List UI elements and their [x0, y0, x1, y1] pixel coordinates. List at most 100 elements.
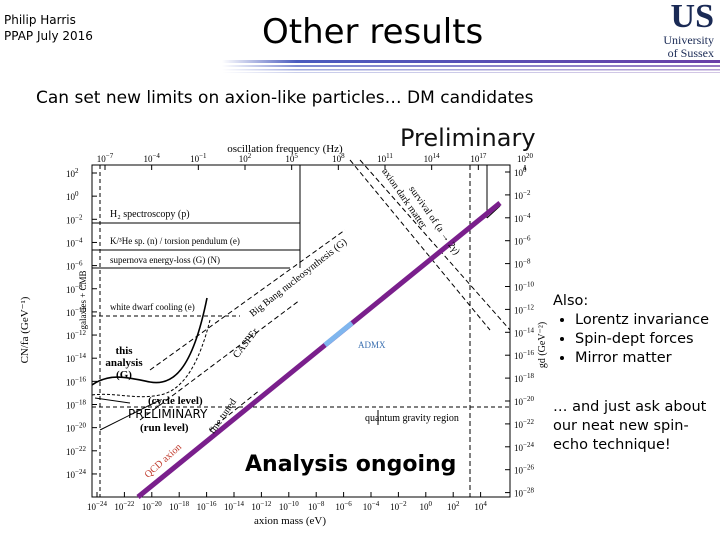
tick-exponent: −4 [523, 212, 531, 220]
watermark: Preliminary [400, 124, 536, 152]
tick-label: 10−8 [514, 258, 531, 270]
tick-label: 10−6 [514, 235, 531, 247]
header-rule [222, 65, 720, 67]
tick-label: 10−18 [66, 399, 86, 411]
tick-base: 10 [66, 401, 76, 411]
tick-exponent: −12 [523, 303, 534, 311]
tick-label: 10−18 [514, 372, 534, 384]
tick-label: 1014 [424, 152, 441, 164]
tick-label: 1017 [470, 152, 487, 164]
logo-name: of Sussex [667, 46, 714, 60]
logo-mark: US [670, 0, 714, 35]
tick-label: 104 [474, 500, 487, 512]
tick-base: 10 [66, 285, 76, 295]
tick-exponent: 4 [483, 500, 487, 508]
region-label: supernova energy-loss (G) (N) [110, 255, 220, 265]
tick-label: 105 [285, 152, 298, 164]
tick-label: 10−1 [190, 152, 207, 164]
tick-base: 10 [514, 489, 524, 499]
tick-label: 10−20 [66, 422, 86, 434]
tick-label: 100 [66, 190, 79, 202]
tick-label: 10−22 [114, 500, 134, 512]
tick-exponent: −22 [75, 445, 86, 453]
tick-base: 10 [474, 502, 484, 512]
tick-label: 10−4 [143, 152, 160, 164]
tick-base: 10 [66, 169, 76, 179]
tick-base: 10 [514, 466, 524, 476]
tick-base: 10 [239, 154, 249, 164]
tick-label: 10−4 [66, 236, 83, 248]
tick-base: 10 [66, 308, 76, 318]
tick-base: 10 [87, 502, 97, 512]
tick-exponent: −14 [75, 352, 86, 360]
tick-label: 100 [420, 500, 433, 512]
tick-exponent: −16 [75, 375, 86, 383]
tick-label: 10−2 [390, 500, 407, 512]
tick-label: 10−16 [514, 349, 534, 361]
tick-label: 10−18 [169, 500, 189, 512]
region-boundary [486, 205, 501, 219]
tick-label: 10−10 [279, 500, 299, 512]
tick-exponent: −18 [178, 500, 189, 508]
author-line: PPAP July 2016 [4, 29, 93, 43]
tick-base: 10 [517, 154, 527, 164]
tick-exponent: −8 [75, 283, 83, 291]
tick-base: 10 [143, 154, 153, 164]
tick-base: 10 [66, 377, 76, 387]
tick-base: 10 [363, 502, 373, 512]
logo-name: University [663, 33, 714, 47]
tick-exponent: −10 [288, 500, 299, 508]
tick-base: 10 [514, 351, 524, 361]
tick-label: 10−20 [142, 500, 162, 512]
tick-exponent: −2 [75, 213, 83, 221]
tick-base: 10 [66, 215, 76, 225]
tick-base: 10 [470, 154, 480, 164]
tick-base: 10 [197, 502, 207, 512]
tick-label: 102 [447, 500, 460, 512]
tick-label: 100 [514, 166, 527, 178]
tick-exponent: −4 [372, 500, 380, 508]
region-label: white dwarf cooling (e) [110, 302, 195, 312]
region-label: K/³He sp. (n) / torsion pendulum (e) [110, 236, 240, 246]
tick-base: 10 [114, 502, 124, 512]
region-boundary [359, 159, 511, 331]
tick-exponent: −2 [399, 500, 407, 508]
analysis-ongoing: Analysis ongoing [245, 452, 456, 477]
notes-closing: … and just ask about our neat new spin-e… [553, 399, 707, 453]
tick-base: 10 [190, 154, 200, 164]
tick-base: 10 [332, 154, 342, 164]
tick-exponent: −4 [75, 236, 83, 244]
tick-base: 10 [66, 447, 76, 457]
region-boundary [149, 229, 346, 371]
tick-base: 10 [66, 424, 76, 434]
tick-exponent: −18 [523, 372, 534, 380]
tick-base: 10 [66, 470, 76, 480]
logo: US University of Sussex [663, 0, 714, 60]
tick-exponent: −4 [152, 152, 160, 160]
tick-label: 10−22 [66, 445, 86, 457]
tick-base: 10 [424, 154, 434, 164]
tick-exponent: 2 [456, 500, 460, 508]
tick-base: 10 [514, 214, 524, 224]
tick-exponent: −8 [317, 500, 325, 508]
tick-exponent: −10 [75, 306, 86, 314]
tick-label: 10−4 [363, 500, 380, 512]
tick-exponent: −16 [206, 500, 217, 508]
tick-base: 10 [66, 238, 76, 248]
tick-exponent: −16 [523, 349, 534, 357]
tick-base: 10 [514, 305, 524, 315]
tick-base: 10 [169, 502, 179, 512]
x-axis-label: axion mass (eV) [254, 515, 326, 527]
tick-exponent: 0 [523, 166, 527, 174]
tick-exponent: −20 [75, 422, 86, 430]
tick-label: 10−20 [514, 395, 534, 407]
header-rule [222, 69, 720, 71]
tick-exponent: −6 [75, 260, 83, 268]
region-lines [91, 159, 511, 497]
tick-exponent: −22 [123, 500, 134, 508]
tick-exponent: −10 [523, 281, 534, 289]
tick-label: 10−12 [66, 329, 86, 341]
tick-base: 10 [514, 397, 524, 407]
header-rule [222, 60, 720, 63]
analysis-curve [91, 297, 208, 386]
